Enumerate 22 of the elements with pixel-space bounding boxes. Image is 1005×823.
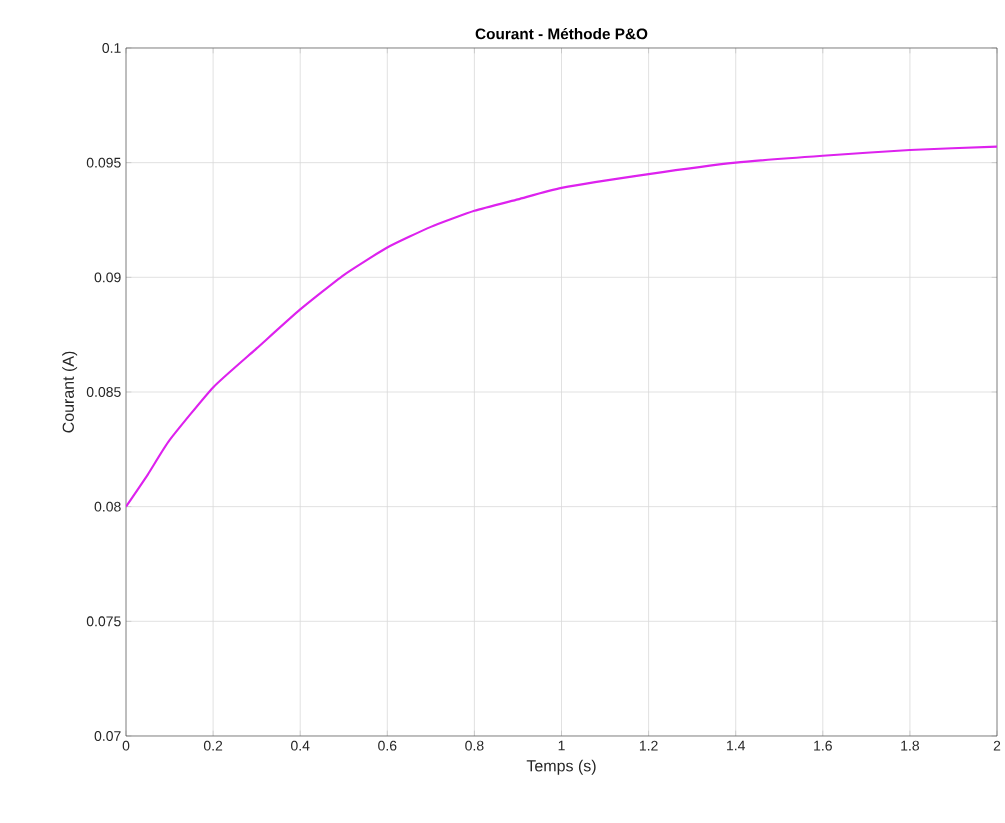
x-tick-label: 1 xyxy=(558,740,565,751)
y-axis-title: Courant (A) xyxy=(62,351,78,433)
x-tick-label: 1.6 xyxy=(814,740,832,751)
y-tick-label: 0.08 xyxy=(94,501,121,512)
x-tick-label: 0.2 xyxy=(203,740,223,751)
x-tick-label: 1.8 xyxy=(901,740,920,751)
y-tick-label: 0.07 xyxy=(94,731,121,741)
x-axis-title: Temps (s) xyxy=(526,759,596,775)
x-tick-label: 0.6 xyxy=(378,740,397,751)
x-tick-label: 1.4 xyxy=(727,740,746,751)
y-tick-label: 0.095 xyxy=(86,157,121,168)
y-tick-label: 0.09 xyxy=(94,272,121,283)
x-tick-label: 0.4 xyxy=(291,740,310,751)
y-tick-label: 0.075 xyxy=(86,616,121,627)
y-tick-label: 0.085 xyxy=(86,387,121,397)
chart-title: Courant - Méthode P&O xyxy=(475,27,648,40)
x-tick-label: 2 xyxy=(993,740,1001,751)
x-tick-label: 0 xyxy=(122,740,130,751)
y-tick-label: 0.1 xyxy=(102,43,121,53)
line-series xyxy=(126,145,998,508)
x-tick-label: 0.8 xyxy=(465,740,484,751)
x-tick-label: 1.2 xyxy=(639,740,658,751)
